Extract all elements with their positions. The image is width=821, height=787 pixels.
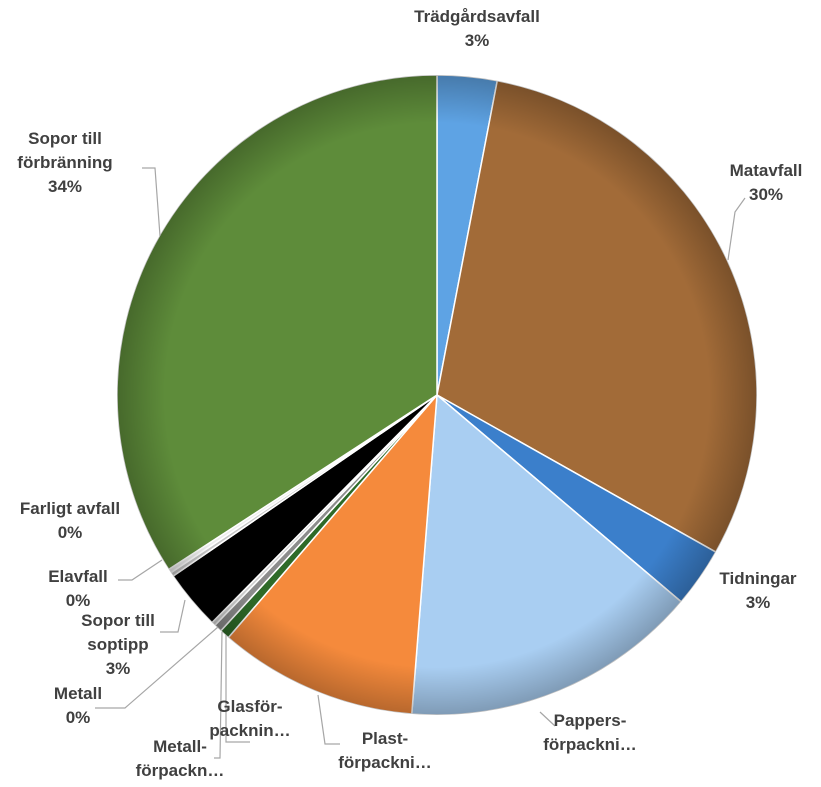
- category-label: Metall-förpackn…: [136, 737, 225, 780]
- leader-line: [214, 631, 223, 759]
- leader-line: [727, 197, 746, 261]
- leader-line: [160, 599, 186, 633]
- leader-line: [225, 635, 250, 743]
- category-label: Sopor till soptipp: [81, 611, 155, 654]
- value-label: 3%: [746, 593, 771, 612]
- category-label: Glasför-packnin…: [209, 697, 290, 740]
- value-label: 34%: [48, 177, 82, 196]
- value-label: 30%: [749, 185, 783, 204]
- category-label: Plast-förpackni…: [338, 729, 432, 772]
- category-label: Trädgårdsavfall: [414, 7, 540, 26]
- category-label: Farligt avfall: [20, 499, 120, 518]
- leader-line: [118, 559, 163, 581]
- category-label: Tidningar: [719, 569, 797, 588]
- labels: Trädgårdsavfall 3% Matavfall 30% Tidningar 3%…: [17, 7, 802, 780]
- leader-line: [142, 167, 161, 237]
- leader-line: [317, 694, 340, 745]
- leader-line: [539, 711, 556, 727]
- category-label: Pappers-förpackni…: [543, 711, 637, 754]
- value-label: 0%: [58, 523, 83, 542]
- leader-line: [95, 626, 219, 709]
- category-label: Sopor till förbränning: [17, 129, 112, 172]
- value-label: 0%: [66, 708, 91, 727]
- category-label: Metall: [54, 684, 102, 703]
- category-label: Elavfall: [48, 567, 108, 586]
- pie: [116, 74, 758, 716]
- category-label: Matavfall: [730, 161, 803, 180]
- value-label: 0%: [66, 591, 91, 610]
- value-label: 3%: [106, 659, 131, 678]
- value-label: 3%: [465, 31, 490, 50]
